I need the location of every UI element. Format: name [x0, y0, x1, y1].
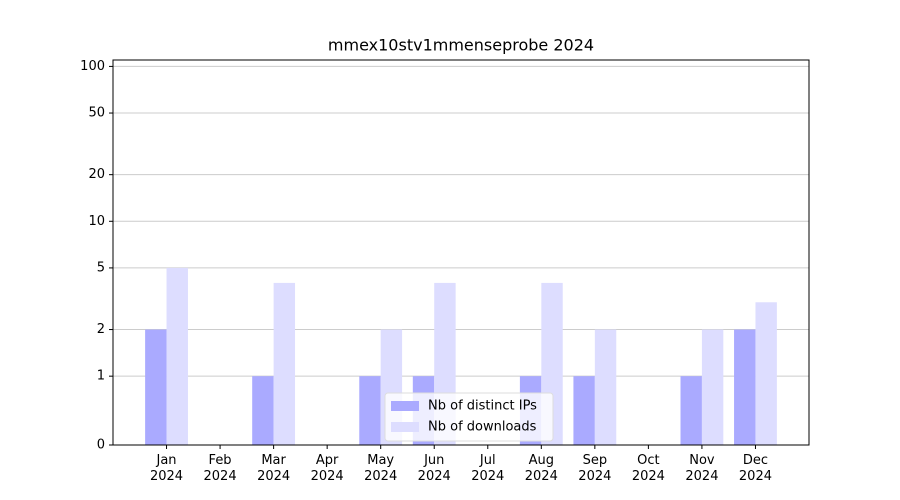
- x-tick-label: Sep 2024: [578, 453, 612, 484]
- y-tick-label: 20: [88, 167, 105, 182]
- x-tick-label: Oct 2024: [631, 453, 665, 484]
- y-tick-label: 0: [97, 438, 105, 453]
- x-tick-label: Nov 2024: [685, 453, 719, 484]
- y-tick-label: 2: [97, 322, 105, 337]
- x-tick-label: Jan 2024: [149, 453, 184, 484]
- y-tick-label: 100: [80, 59, 105, 74]
- legend-swatch: [391, 422, 419, 432]
- y-tick-label: 5: [97, 260, 105, 275]
- y-tick-label: 10: [88, 214, 105, 229]
- chart-title: mmex10stv1mmenseprobe 2024: [328, 36, 594, 55]
- x-tick-label: Aug 2024: [524, 453, 558, 484]
- legend-swatch: [391, 401, 419, 411]
- x-tick-label: Apr 2024: [310, 453, 344, 484]
- x-tick-label: Jun 2024: [417, 453, 451, 484]
- bar: [594, 329, 617, 445]
- bar: [166, 267, 188, 445]
- y-tick-label: 50: [88, 106, 105, 121]
- bar: [755, 302, 777, 445]
- plot-frame: [112, 59, 810, 446]
- bar: [680, 376, 702, 445]
- y-tick-label: 1: [97, 369, 105, 384]
- x-tick-label: Dec 2024: [738, 453, 772, 484]
- x-tick-label: Mar 2024: [257, 453, 291, 484]
- legend-label: Nb of downloads: [428, 420, 537, 435]
- legend-label: Nb of distinct IPs: [428, 399, 537, 414]
- bar: [145, 329, 167, 445]
- x-tick-label: Jul 2024: [471, 453, 505, 484]
- legend: Nb of distinct IPs Nb of downloads: [384, 392, 554, 442]
- bar: [734, 329, 756, 445]
- bar: [359, 376, 381, 445]
- bar: [573, 376, 595, 445]
- x-tick-label: May 2024: [364, 453, 398, 484]
- bar: [273, 282, 296, 445]
- x-tick-label: Feb 2024: [203, 453, 237, 484]
- legend-box: [384, 392, 554, 442]
- bar: [701, 329, 724, 445]
- bar: [252, 376, 274, 445]
